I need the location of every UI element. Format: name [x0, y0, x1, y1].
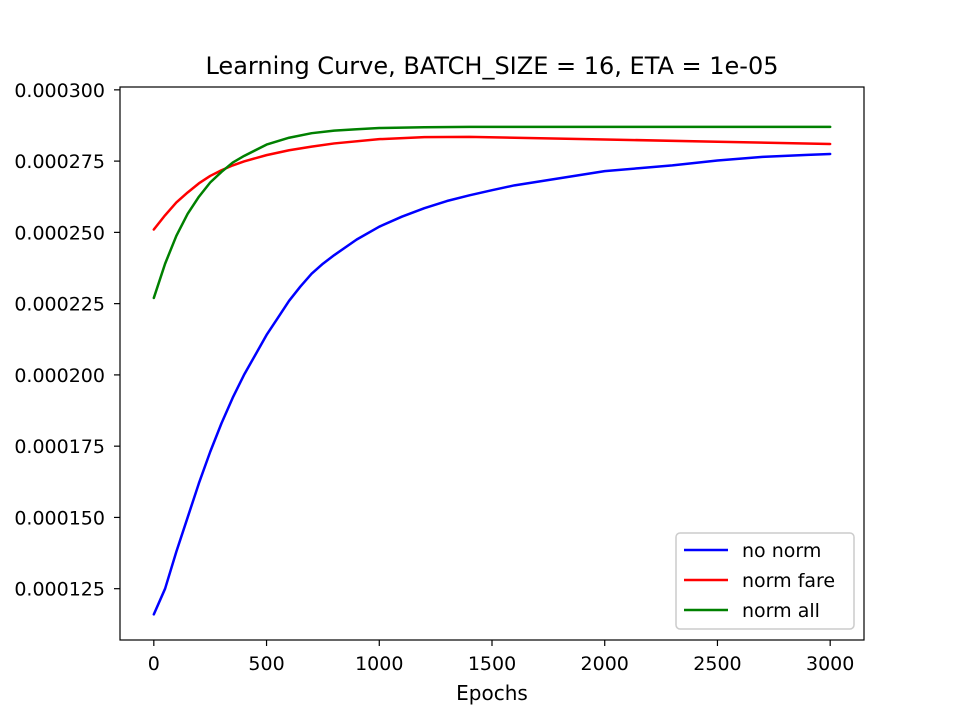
y-tick-label: 0.000250: [14, 222, 105, 244]
legend-label-no-norm: no norm: [742, 540, 821, 562]
series-layer: [152, 125, 832, 616]
x-tick-label: 2000: [581, 653, 629, 675]
chart-title: Learning Curve, BATCH_SIZE = 16, ETA = 1…: [205, 52, 778, 80]
x-tick-label: 1500: [468, 653, 516, 675]
series-line-no-norm: [152, 152, 832, 616]
legend-frame: [675, 532, 855, 630]
x-axis-label: Epochs: [456, 681, 528, 705]
y-axis: 0.000125 0.000150 0.000175 0.000200 0.000225…: [14, 80, 120, 601]
y-tick-label: 0.000125: [14, 579, 105, 601]
y-tick-label: 0.000200: [14, 365, 105, 387]
series-line-norm-fare: [152, 135, 832, 231]
y-tick-label: 0.000300: [14, 80, 105, 102]
x-tick-label: 0: [148, 653, 160, 675]
x-tick-label: 3000: [806, 653, 854, 675]
x-tick-label: 2500: [693, 653, 741, 675]
y-tick-label: 0.000175: [14, 436, 105, 458]
x-tick-label: 500: [248, 653, 284, 675]
x-axis: 0 500 1000 1500 2000 2500 3000: [148, 640, 854, 675]
legend-label-norm-fare: norm fare: [742, 570, 835, 592]
y-tick-label: 0.000150: [14, 507, 105, 529]
y-tick-label: 0.000225: [14, 294, 105, 316]
x-tick-label: 1000: [355, 653, 403, 675]
legend: no norm norm fare norm all: [675, 532, 855, 630]
legend-items: no norm norm fare norm all: [684, 540, 835, 622]
series-line-norm-all: [152, 125, 832, 300]
y-tick-label: 0.000275: [14, 151, 105, 173]
legend-label-norm-all: norm all: [742, 600, 820, 622]
